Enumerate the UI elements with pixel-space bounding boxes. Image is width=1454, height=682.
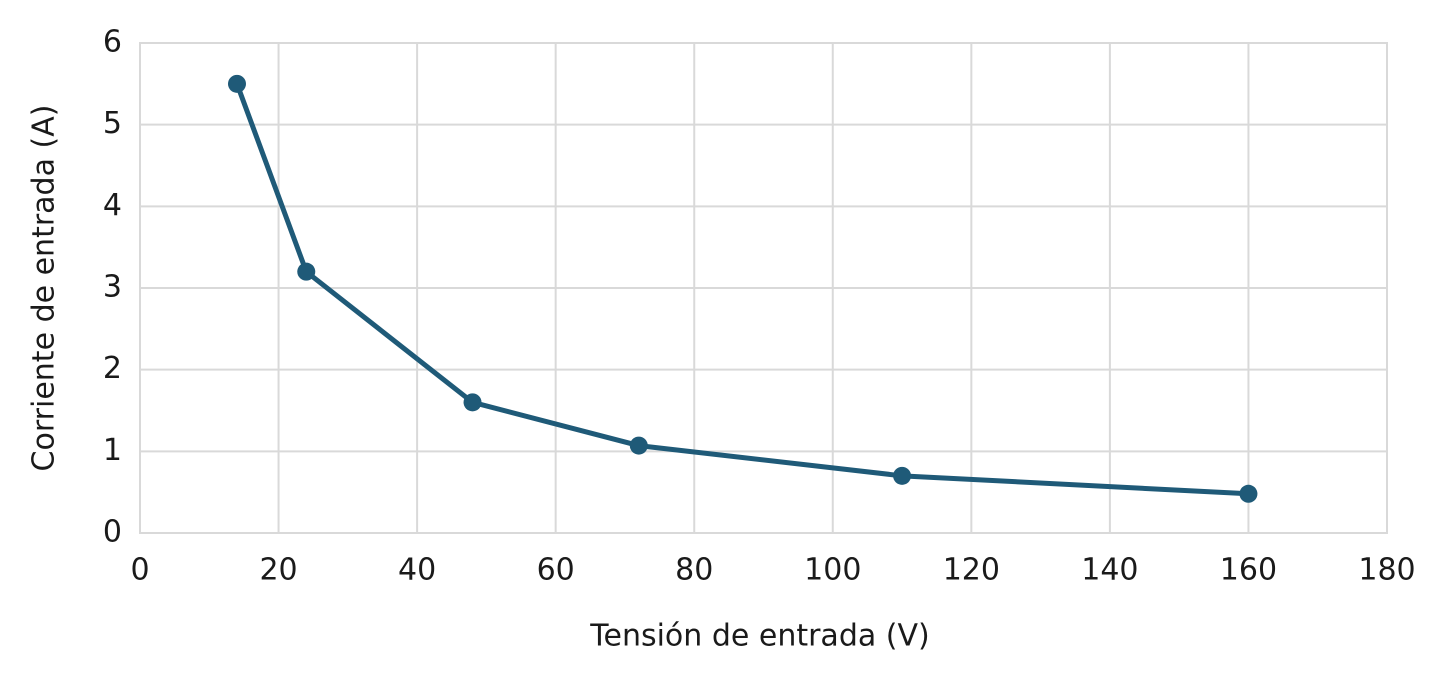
x-tick-label: 80 <box>675 553 713 588</box>
x-tick-label: 120 <box>943 553 1000 588</box>
y-axis-label: Corriente de entrada (A) <box>27 105 62 472</box>
data-point <box>227 74 246 93</box>
data-point <box>1239 484 1258 503</box>
x-tick-label: 100 <box>804 553 861 588</box>
x-tick-label: 0 <box>130 553 149 588</box>
y-tick-label: 5 <box>103 106 122 141</box>
y-tick-label: 6 <box>103 25 122 60</box>
y-tick-label: 3 <box>103 270 122 305</box>
x-tick-label: 20 <box>259 553 297 588</box>
y-tick-label: 2 <box>103 351 122 386</box>
data-point <box>893 466 912 485</box>
x-tick-label: 60 <box>537 553 575 588</box>
y-tick-label: 1 <box>103 433 122 468</box>
x-tick-label: 140 <box>1081 553 1138 588</box>
x-tick-label: 40 <box>398 553 436 588</box>
y-tick-label: 4 <box>103 188 122 223</box>
x-tick-label: 160 <box>1220 553 1277 588</box>
data-point <box>463 393 482 412</box>
y-tick-label: 0 <box>103 515 122 550</box>
data-point <box>629 436 648 455</box>
data-point <box>297 262 316 281</box>
data-line <box>234 82 1249 497</box>
x-tick-label: 180 <box>1358 553 1415 588</box>
x-axis-label: Tensión de entrada (V) <box>589 619 929 654</box>
